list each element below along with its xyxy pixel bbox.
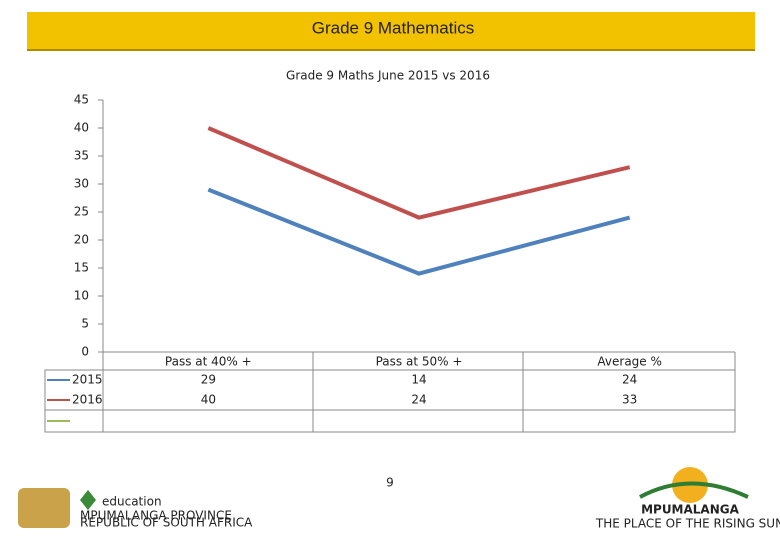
table-cell: 24: [622, 373, 637, 387]
table-cell: 29: [201, 373, 216, 387]
logo-text: MPUMALANGA: [641, 503, 740, 517]
page-number: 9: [386, 476, 394, 490]
y-tick-label: 15: [74, 261, 89, 275]
logo-text: MPUMALANGA PROVINCE: [80, 509, 232, 523]
left-logo: education MPUMALANGA PROVINCE REPUBLIC O…: [18, 488, 253, 530]
y-tick-label: 0: [81, 345, 89, 359]
x-tick-label: Pass at 50% +: [376, 355, 463, 369]
series-line: [207, 187, 631, 276]
right-logo: MPUMALANGA THE PLACE OF THE RISING SUN: [595, 467, 780, 531]
series-line: [207, 126, 631, 220]
legend-label: 2016: [72, 393, 103, 407]
x-tick-label: Average %: [597, 355, 662, 369]
x-tick-label: Pass at 40% +: [165, 355, 252, 369]
table-cell: 40: [201, 393, 216, 407]
y-tick-label: 10: [74, 289, 89, 303]
table-cell: 24: [411, 393, 426, 407]
legend-label: 2015: [72, 373, 103, 387]
page-title: Grade 9 Mathematics: [312, 18, 475, 37]
table-cell: 33: [622, 393, 637, 407]
logo-text: REPUBLIC OF SOUTH AFRICA: [80, 516, 253, 530]
y-tick-label: 35: [74, 149, 89, 163]
logo-text: education: [102, 495, 162, 509]
y-tick-label: 20: [74, 233, 89, 247]
banner: [27, 12, 755, 50]
chart-title: Grade 9 Maths June 2015 vs 2016: [286, 69, 490, 83]
y-tick-label: 45: [74, 93, 89, 107]
logo-icon: [80, 490, 96, 510]
hill: [639, 481, 749, 499]
y-tick-label: 30: [74, 177, 89, 191]
table-cell: 14: [411, 373, 426, 387]
y-tick-label: 25: [74, 205, 89, 219]
crest: [18, 488, 70, 528]
y-tick-label: 40: [74, 121, 89, 135]
y-tick-label: 5: [81, 317, 89, 331]
logo-text: THE PLACE OF THE RISING SUN: [595, 517, 780, 531]
